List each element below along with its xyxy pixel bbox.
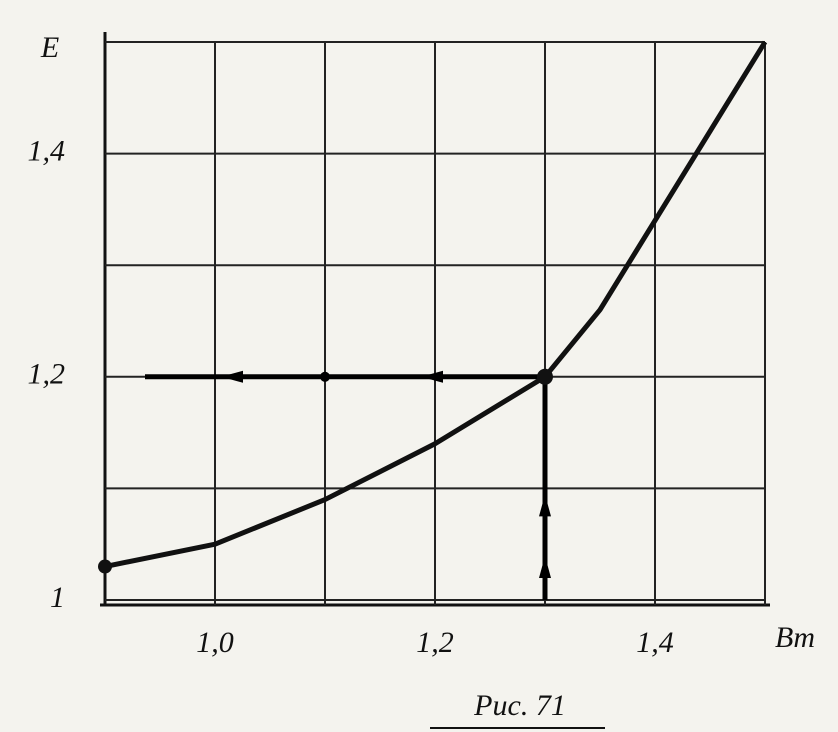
y-tick-label: 1 [50,581,65,614]
guide-point [320,371,330,382]
guide-arrow [539,556,551,578]
x-tick-label: 1,2 [416,626,454,659]
guide-arrow [421,370,443,383]
intersection-point [537,368,553,385]
start-point [98,559,112,574]
x-tick-label: 1,0 [196,626,234,659]
guide-arrow [221,370,243,383]
guide-arrow [539,494,551,517]
y-tick-label: 1,4 [28,134,66,167]
x-tick-label: 1,4 [636,626,674,659]
x-axis-label: Bm [775,621,815,654]
y-tick-label: 1,2 [28,358,66,391]
chart-title: Рис. 71 [473,689,566,722]
y-axis-label: E [40,31,59,64]
